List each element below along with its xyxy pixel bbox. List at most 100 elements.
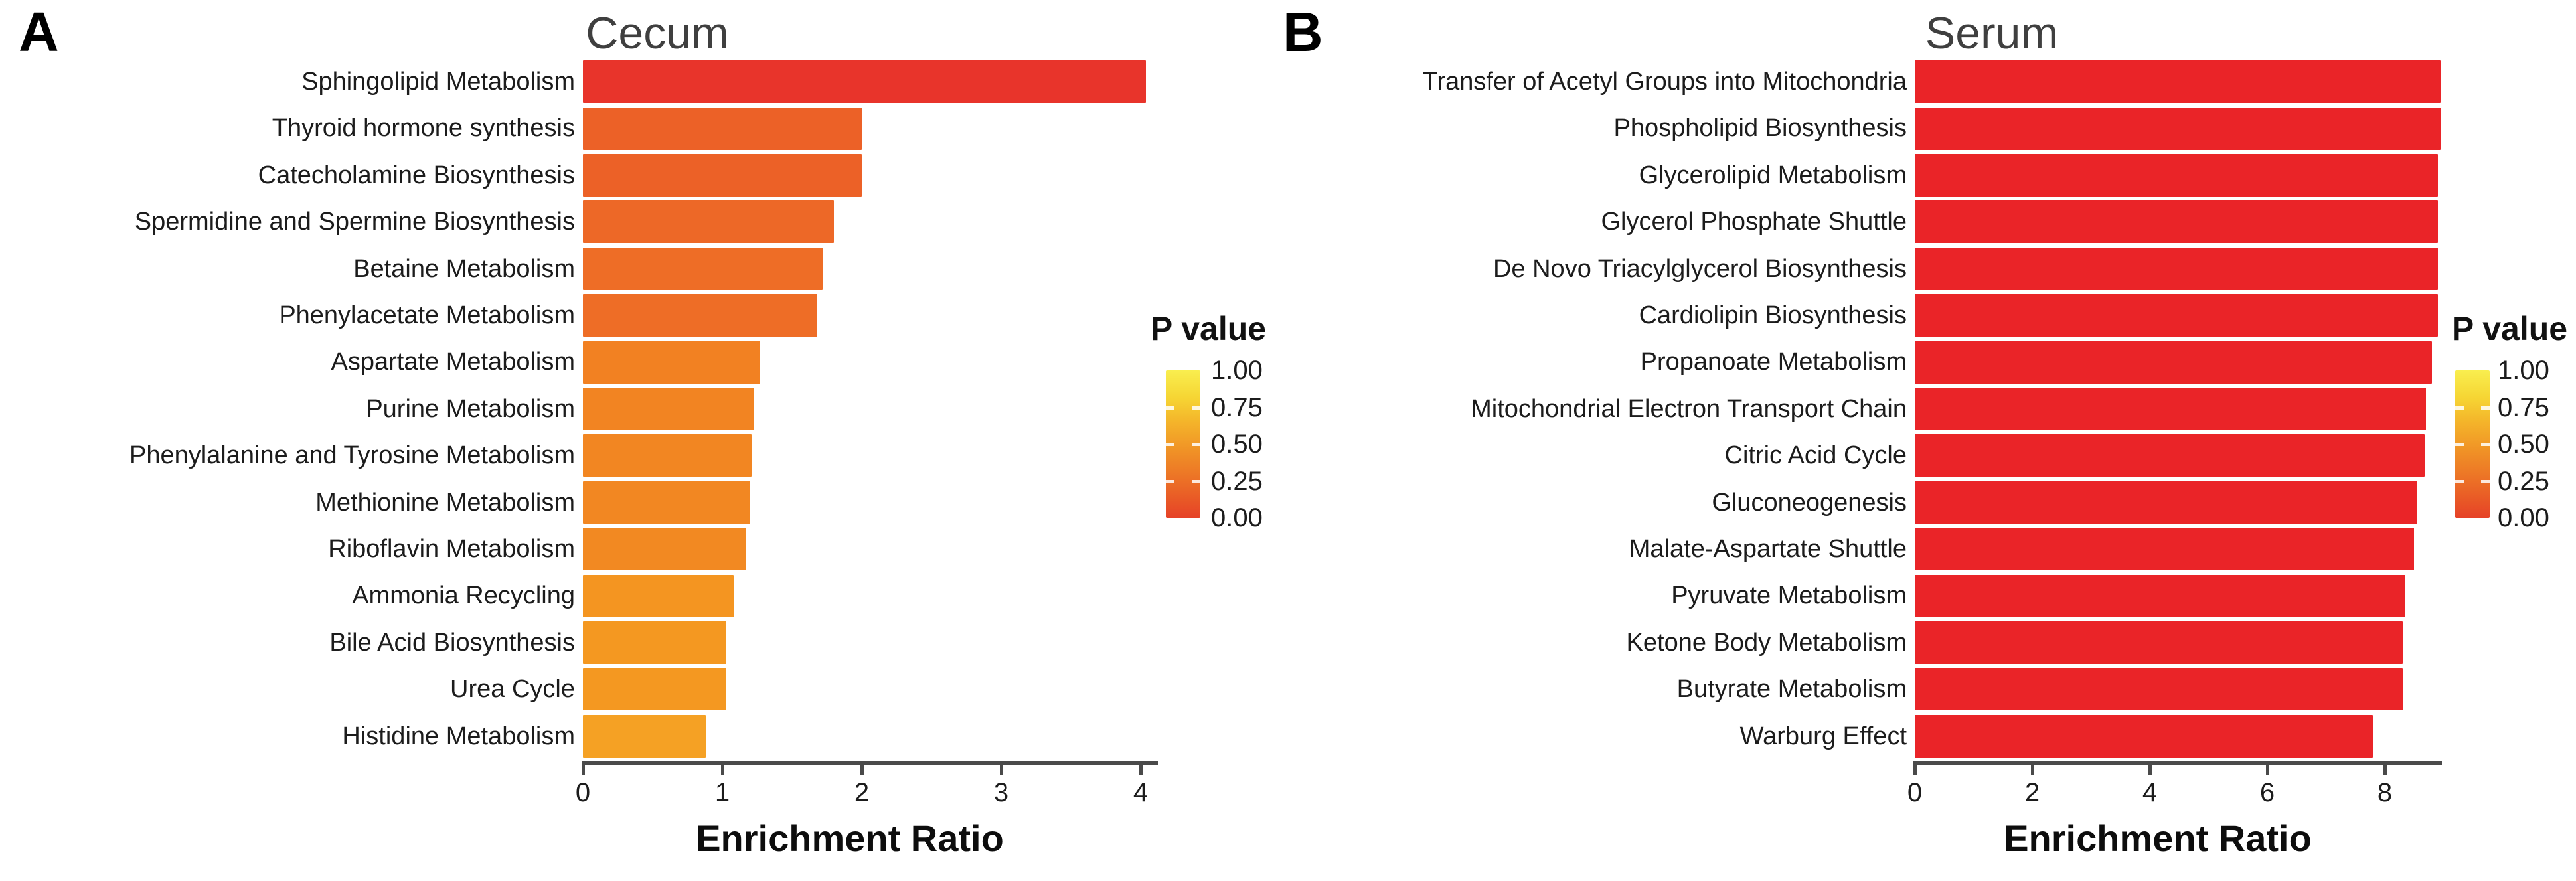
- legend-tick-label: 0.75: [1211, 392, 1263, 422]
- x-axis-title: Enrichment Ratio: [696, 817, 1004, 859]
- bar: [1915, 481, 2417, 524]
- panel-letter: B: [1283, 1, 1323, 63]
- legend-title: P value: [1150, 310, 1267, 347]
- legend-tick-notch: [2455, 443, 2464, 446]
- category-label: Ammonia Recycling: [352, 582, 575, 610]
- x-axis-tick-label: 8: [2377, 778, 2393, 807]
- x-axis-tick: [2031, 765, 2034, 775]
- legend-tick-label: 0.25: [2498, 466, 2549, 496]
- x-axis-tick-label: 0: [575, 778, 591, 807]
- bar: [583, 574, 734, 617]
- category-label: Urea Cycle: [450, 675, 575, 704]
- bar: [1915, 200, 2438, 244]
- bar: [583, 107, 862, 150]
- bar: [1915, 528, 2414, 571]
- category-label: Sphingolipid Metabolism: [301, 68, 575, 96]
- bar: [1915, 60, 2441, 104]
- x-axis-tick-label: 4: [1133, 778, 1149, 807]
- category-label: Thyroid hormone synthesis: [272, 114, 575, 143]
- x-axis-tick: [721, 765, 724, 775]
- bar: [1915, 388, 2426, 430]
- bar: [1915, 247, 2438, 290]
- category-label: Citric Acid Cycle: [1724, 441, 1907, 470]
- category-label: Phenylalanine and Tyrosine Metabolism: [129, 441, 575, 470]
- category-label: Glycerol Phosphate Shuttle: [1601, 208, 1907, 236]
- category-label: Gluconeogenesis: [1712, 488, 1907, 517]
- x-axis-line: [582, 761, 1158, 765]
- category-label: Riboflavin Metabolism: [328, 535, 575, 563]
- category-label: Transfer of Acetyl Groups into Mitochond…: [1422, 68, 1907, 96]
- category-label: Spermidine and Spermine Biosynthesis: [134, 208, 575, 236]
- legend-tick-notch: [2481, 479, 2490, 483]
- panel-title: Serum: [1925, 8, 2059, 58]
- x-axis-tick-label: 4: [2142, 778, 2158, 807]
- x-axis-tick-label: 2: [2024, 778, 2040, 807]
- legend-tick-label: 0.00: [2498, 503, 2549, 532]
- legend-tick-notch: [2481, 443, 2490, 446]
- legend-tick-label: 1.00: [1211, 356, 1263, 385]
- category-label: Betaine Metabolism: [353, 254, 575, 283]
- legend-tick-label: 0.25: [1211, 466, 1263, 496]
- category-label: Cardiolipin Biosynthesis: [1639, 301, 1907, 329]
- x-axis-tick-label: 2: [854, 778, 870, 807]
- x-axis-tick: [582, 765, 585, 775]
- category-label: Bile Acid Biosynthesis: [329, 628, 575, 657]
- bar: [583, 714, 706, 758]
- bar: [583, 621, 726, 664]
- x-axis-tick: [860, 765, 864, 775]
- bar: [1915, 341, 2432, 384]
- legend-tick-label: 0.75: [2498, 392, 2549, 422]
- category-label: Histidine Metabolism: [342, 722, 575, 750]
- category-label: Catecholamine Biosynthesis: [258, 161, 575, 189]
- x-axis-tick: [2383, 765, 2387, 775]
- category-label: Butyrate Metabolism: [1676, 675, 1907, 704]
- legend-tick-notch: [2455, 406, 2464, 410]
- bar: [583, 668, 726, 711]
- bar: [583, 60, 1146, 104]
- bar: [1915, 154, 2438, 197]
- category-label: Warburg Effect: [1739, 722, 1907, 750]
- bar: [1915, 574, 2405, 617]
- legend-tick-notch: [1192, 479, 1200, 483]
- x-axis-tick-label: 0: [1907, 778, 1923, 807]
- category-label: Phenylacetate Metabolism: [279, 301, 575, 329]
- bar: [583, 247, 823, 290]
- bar: [1915, 294, 2438, 337]
- bar: [583, 388, 754, 430]
- legend-tick-label: 0.50: [2498, 430, 2549, 459]
- category-label: Ketone Body Metabolism: [1626, 628, 1907, 657]
- panel-title: Cecum: [586, 8, 729, 58]
- legend-tick-notch: [2481, 406, 2490, 410]
- category-label: Phospholipid Biosynthesis: [1613, 114, 1907, 143]
- bar: [583, 434, 752, 477]
- category-label: Malate-Aspartate Shuttle: [1629, 535, 1907, 563]
- x-axis-tick: [2266, 765, 2269, 775]
- panel-letter: A: [19, 1, 59, 63]
- category-label: Glycerolipid Metabolism: [1639, 161, 1907, 189]
- legend-tick-label: 0.50: [1211, 430, 1263, 459]
- bar: [1915, 621, 2403, 664]
- legend-title: P value: [2451, 310, 2568, 347]
- legend-tick-notch: [2455, 479, 2464, 483]
- x-axis-line: [1913, 761, 2442, 765]
- category-label: Purine Metabolism: [366, 394, 575, 423]
- legend-tick-notch: [1166, 479, 1174, 483]
- x-axis-tick: [1913, 765, 1917, 775]
- bar: [1915, 434, 2425, 477]
- category-label: Mitochondrial Electron Transport Chain: [1471, 394, 1907, 423]
- legend-tick-notch: [1166, 443, 1174, 446]
- x-axis-tick-label: 3: [993, 778, 1009, 807]
- bar: [583, 528, 746, 571]
- category-label: Propanoate Metabolism: [1640, 348, 1907, 376]
- x-axis-tick: [2148, 765, 2152, 775]
- category-label: Pyruvate Metabolism: [1671, 582, 1907, 610]
- category-label: Aspartate Metabolism: [331, 348, 576, 376]
- bar: [583, 294, 817, 337]
- legend-tick-notch: [1192, 443, 1200, 446]
- x-axis-tick-label: 6: [2259, 778, 2275, 807]
- legend-tick-label: 1.00: [2498, 356, 2549, 385]
- bar: [583, 154, 862, 197]
- legend-tick-notch: [1192, 406, 1200, 410]
- bar: [583, 481, 750, 524]
